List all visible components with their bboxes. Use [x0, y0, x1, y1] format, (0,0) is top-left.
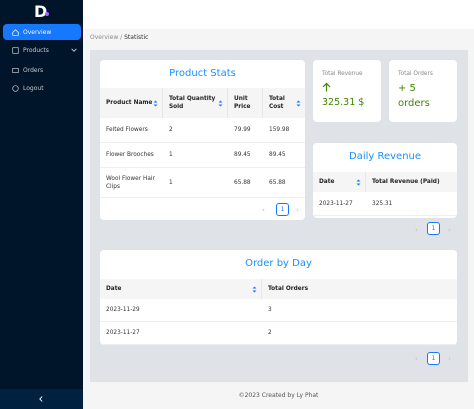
- daily-revenue-card: Daily Revenue Date Total Revenue (Paid) …: [313, 143, 457, 218]
- order-by-day-card: Order by Day Date Total Orders 2023-11-2…: [100, 250, 457, 345]
- card-title: Daily Revenue: [348, 151, 422, 162]
- table-cell: Flower Brooches: [100, 143, 163, 168]
- product-stats-card: Product Stats Product Name Total Quantit…: [100, 60, 305, 220]
- menu-label: Products: [23, 46, 49, 54]
- table-cell: 79.99: [228, 118, 263, 143]
- sort-icon[interactable]: [218, 100, 223, 107]
- card-title: Order by Day: [245, 258, 312, 269]
- menu-item[interactable]: Products: [3, 42, 81, 58]
- column-header: Total Orders: [262, 279, 457, 299]
- breadcrumb: Overview / Statistic: [90, 34, 148, 41]
- column-label: Total Cost: [269, 96, 285, 110]
- column-header[interactable]: Total Quantity Sold: [163, 88, 228, 118]
- page-number[interactable]: 1: [427, 352, 440, 365]
- table-cell: Wool Flower Hair Clips: [100, 168, 163, 198]
- menu-label: Overview: [23, 28, 52, 36]
- table-cell: 89.45: [228, 143, 263, 168]
- column-header: Product Name: [100, 88, 163, 118]
- total-orders-card: Total Orders + 5 orders: [389, 60, 457, 122]
- table-cell: 159.98: [263, 118, 305, 143]
- column-header[interactable]: Date: [313, 172, 366, 192]
- sort-icon[interactable]: [296, 100, 301, 107]
- sidebar: D Overview Products Orders Logout: [0, 0, 83, 409]
- page-number[interactable]: 1: [276, 203, 289, 216]
- table-cell: 2: [163, 118, 228, 143]
- column-header[interactable]: Total Cost: [263, 88, 305, 118]
- table-cell: 2023-11-27: [100, 322, 262, 345]
- card-title: Product Stats: [169, 68, 236, 79]
- page-number[interactable]: 1: [427, 222, 440, 235]
- menu-item[interactable]: Orders: [3, 62, 81, 78]
- menu-item[interactable]: Overview: [3, 24, 81, 40]
- breadcrumb-sep: /: [120, 34, 123, 41]
- header: [83, 0, 474, 29]
- stat-value: + 5 orders: [398, 83, 430, 109]
- footer: ©2023 Created by Ly Phat: [238, 392, 319, 399]
- menu-label: Orders: [23, 66, 44, 74]
- sort-icon[interactable]: [356, 179, 361, 186]
- table-cell: 1: [163, 168, 228, 198]
- column-header[interactable]: Date: [100, 279, 262, 299]
- column-label: Total Quantity Sold: [169, 96, 216, 110]
- sort-icon[interactable]: [252, 286, 257, 293]
- breadcrumb-item: Statistic: [124, 34, 149, 41]
- stat-label: Total Revenue: [322, 71, 363, 77]
- stat-value: 325.31 $: [322, 97, 365, 108]
- table-cell: 1: [163, 143, 228, 168]
- menu-label: Logout: [23, 84, 44, 92]
- table-cell: Felted Flowers: [100, 118, 163, 143]
- table-cell: 2023-11-27: [313, 192, 366, 216]
- menu-item[interactable]: Logout: [3, 80, 81, 96]
- table-cell: 2: [262, 322, 457, 345]
- table-cell: 3: [262, 299, 457, 322]
- logo: D: [34, 2, 48, 21]
- collapse-bar[interactable]: [0, 389, 83, 409]
- column-header: Total Revenue (Paid): [366, 172, 457, 192]
- table-cell: 65.88: [263, 168, 305, 198]
- logo-dot: [45, 12, 49, 16]
- table-cell: 65.88: [228, 168, 263, 198]
- table-cell: 2023-11-29: [100, 299, 262, 322]
- column-header: Unit Price: [228, 88, 263, 118]
- stat-label: Total Orders: [398, 71, 433, 77]
- breadcrumb-item[interactable]: Overview: [90, 34, 119, 41]
- sort-icon[interactable]: [153, 100, 158, 107]
- table-cell: 325.31: [366, 192, 457, 216]
- up-arrow: [322, 82, 331, 92]
- table-cell: 89.45: [263, 143, 305, 168]
- total-revenue-card: Total Revenue 325.31 $: [313, 60, 381, 122]
